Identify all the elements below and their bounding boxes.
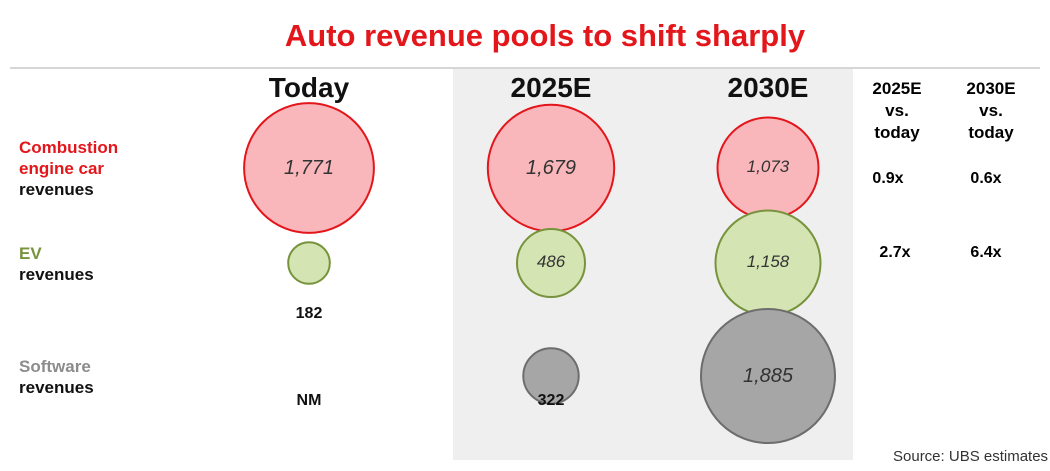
bubble-r1-c1 — [516, 228, 586, 298]
ratio-combustion-2025: 0.9x — [872, 170, 904, 187]
row-label-line: revenues — [19, 180, 94, 199]
bubble-r0-c0 — [243, 102, 375, 234]
bubble-value-label: 486 — [536, 252, 566, 271]
column-header-2025e: 2025E — [510, 72, 592, 103]
bubble-value-label: 182 — [295, 305, 323, 322]
row-label-line: revenues — [19, 265, 94, 284]
row-label-line: Combustion — [19, 138, 119, 157]
row-label-combustion: Combustion engine car revenues — [19, 137, 118, 200]
bubble-value-label: 1,679 — [525, 157, 577, 179]
ratio-combustion-2030: 0.6x — [970, 170, 1002, 187]
bubble-r2-c1 — [522, 347, 580, 405]
ratio-header-2030e: 2030E vs. today — [966, 79, 1016, 142]
bubble-r1-c0 — [287, 241, 331, 285]
ratio-header-2025e: 2025E vs. today — [872, 79, 922, 142]
bubble-value-label: 322 — [537, 392, 565, 409]
bubble-value-label: 1,158 — [746, 252, 790, 271]
row-label-line: Software — [19, 357, 91, 376]
row-label-line: EV — [19, 244, 42, 263]
chart-title: Auto revenue pools to shift sharply — [284, 18, 806, 53]
ratio-ev-2030: 6.4x — [970, 244, 1002, 261]
ratio-ev-2025: 2.7x — [879, 244, 911, 261]
source-note: Source: UBS estimates — [893, 448, 1049, 465]
row-label-line: engine car — [19, 159, 105, 178]
bubble-value-label: 1,885 — [742, 365, 794, 387]
column-header-today: Today — [268, 72, 350, 103]
title-divider — [10, 67, 1040, 69]
bubble-r2-c2 — [700, 308, 836, 444]
row-label-line: revenues — [19, 378, 94, 397]
row-label-software: Software revenues — [19, 356, 94, 398]
bubble-value-label: 1,073 — [746, 157, 790, 176]
bubble-value-label: NM — [296, 392, 322, 409]
column-header-2030e: 2030E — [727, 72, 809, 103]
row-label-ev: EV revenues — [19, 243, 94, 285]
bubble-value-label: 1,771 — [283, 157, 335, 179]
